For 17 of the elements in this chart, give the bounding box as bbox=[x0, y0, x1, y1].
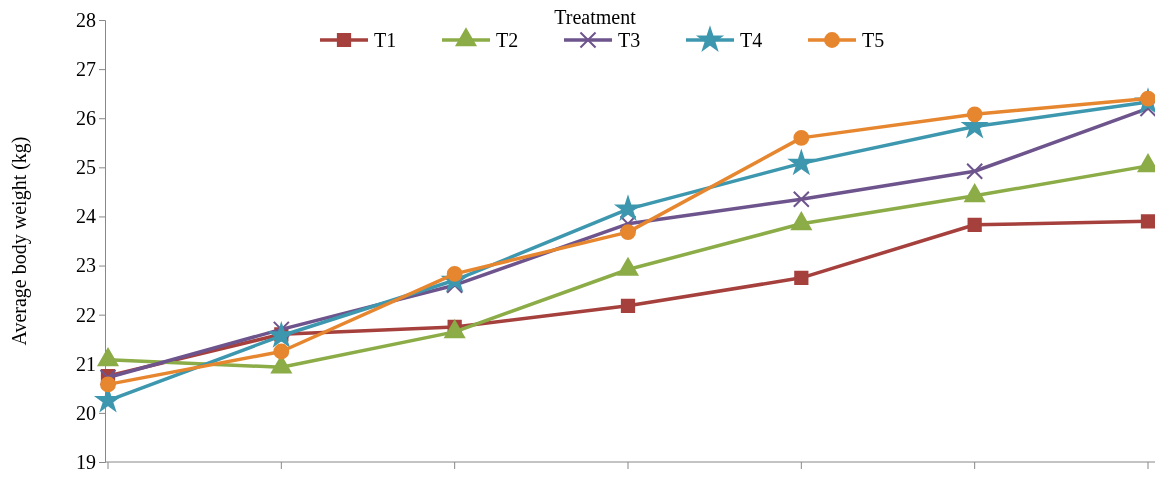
y-tick-label: 22 bbox=[76, 303, 96, 326]
legend-title: Treatment bbox=[554, 6, 637, 28]
y-tick-label: 20 bbox=[76, 401, 96, 424]
legend-label: T4 bbox=[740, 29, 763, 51]
y-axis-title: Average body weight (kg) bbox=[8, 136, 31, 346]
y-tick-label: 19 bbox=[76, 450, 96, 473]
y-tick-label: 21 bbox=[76, 352, 96, 375]
legend-label: T2 bbox=[496, 29, 519, 51]
legend-label: T1 bbox=[374, 29, 397, 51]
y-tick-label: 26 bbox=[76, 107, 96, 130]
y-tick-label: 24 bbox=[76, 205, 96, 228]
y-tick-label: 23 bbox=[76, 254, 96, 277]
y-tick-label: 25 bbox=[76, 156, 96, 179]
legend-label: T3 bbox=[618, 29, 641, 51]
y-tick-label: 27 bbox=[76, 58, 96, 81]
legend-label: T5 bbox=[862, 29, 885, 51]
y-tick-label: 28 bbox=[76, 8, 96, 31]
